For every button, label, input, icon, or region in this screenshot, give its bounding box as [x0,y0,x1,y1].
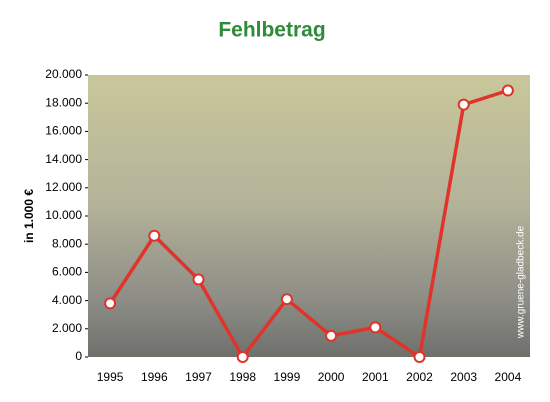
point [501,84,514,97]
line [108,88,509,359]
point [280,293,293,306]
x-tick-label: 1999 [274,370,301,384]
y-tick-label: 14.000 [45,152,82,166]
y-tick-label: 16.000 [45,124,82,138]
point [192,273,205,286]
x-tick-label: 2004 [495,370,522,384]
point [104,297,117,310]
point [148,229,161,242]
y-tick-label: 4.000 [52,293,82,307]
point [236,351,249,363]
x-tick-label: 1997 [185,370,212,384]
y-tick-label: 10.000 [45,208,82,222]
background-photo [88,75,530,357]
x-tick-label: 1996 [141,370,168,384]
x-tick-label: 2003 [450,370,477,384]
y-axis-label: in 1.000 € [22,189,36,243]
y-tick-label: 6.000 [52,265,82,279]
x-tick-label: 2002 [406,370,433,384]
watermark: www.gruene-gladbeck.de [516,225,527,339]
x-tick-label: 1995 [97,370,124,384]
x-tick-label: 1998 [229,370,256,384]
y-tick-label: 0 [75,349,82,363]
x-tick-label: 2000 [318,370,345,384]
y-tick-label: 18.000 [45,95,82,109]
y-tick-label: 2.000 [52,321,82,335]
x-tick-label: 2001 [362,370,389,384]
point [369,321,382,334]
point [413,351,426,363]
point [325,329,338,342]
point [457,98,470,111]
y-tick-label: 20.000 [45,67,82,81]
y-tick-label: 8.000 [52,236,82,250]
chart-title: Fehlbetrag [218,19,325,42]
y-tick-label: 12.000 [45,180,82,194]
